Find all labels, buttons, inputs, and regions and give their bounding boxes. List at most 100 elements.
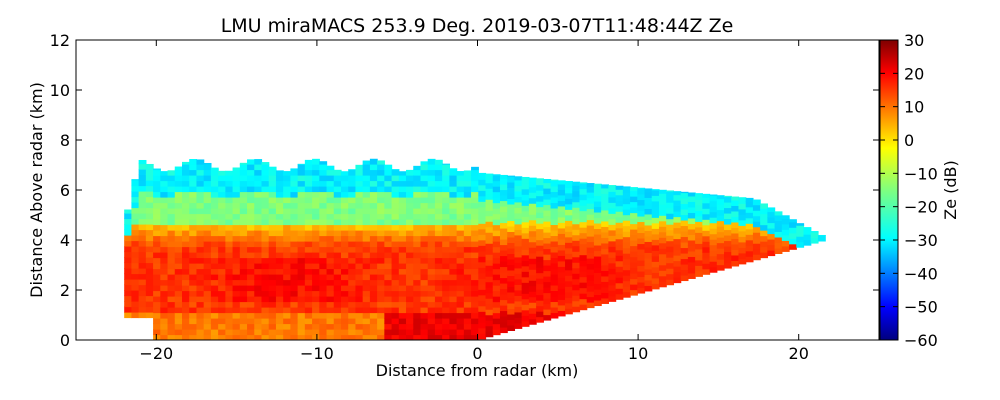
radar-cell bbox=[290, 197, 299, 204]
radar-cell bbox=[333, 274, 342, 281]
radar-cell bbox=[514, 289, 523, 296]
radar-cell bbox=[319, 334, 328, 340]
radar-cell bbox=[210, 312, 219, 319]
radar-cell bbox=[124, 229, 133, 236]
radar-cell bbox=[492, 318, 501, 325]
radar-cell bbox=[789, 232, 797, 239]
radar-cell bbox=[348, 180, 357, 187]
radar-cell bbox=[167, 268, 176, 275]
radar-cell bbox=[290, 318, 299, 325]
radar-cell bbox=[673, 211, 682, 218]
radar-cell bbox=[247, 224, 255, 231]
radar-cell bbox=[218, 197, 226, 204]
radar-cell bbox=[384, 323, 393, 330]
radar-cell bbox=[565, 231, 573, 238]
radar-cell bbox=[695, 237, 703, 244]
radar-cell bbox=[593, 277, 602, 285]
radar-cell bbox=[398, 202, 407, 209]
radar-cell bbox=[247, 159, 255, 165]
radar-cell bbox=[275, 246, 284, 253]
radar-cell bbox=[254, 301, 263, 308]
radar-cell bbox=[138, 169, 147, 176]
radar-cell bbox=[586, 186, 595, 193]
radar-cell bbox=[261, 208, 270, 215]
radar-cell bbox=[377, 202, 385, 209]
radar-cell bbox=[203, 191, 212, 198]
radar-cell bbox=[261, 279, 270, 286]
radar-cell bbox=[319, 191, 328, 198]
radar-cell bbox=[304, 159, 313, 165]
radar-cell bbox=[586, 230, 595, 237]
radar-cell bbox=[622, 220, 631, 227]
radar-cell bbox=[622, 186, 631, 188]
radar-cell bbox=[384, 219, 393, 226]
radar-cell bbox=[803, 228, 812, 235]
radar-cell bbox=[622, 291, 631, 298]
radar-cell bbox=[427, 175, 436, 182]
radar-cell bbox=[189, 169, 198, 176]
radar-cell bbox=[644, 279, 653, 286]
radar-cell bbox=[210, 301, 219, 308]
radar-cell bbox=[355, 235, 364, 242]
radar-cell bbox=[333, 219, 342, 226]
radar-cell bbox=[182, 241, 190, 248]
radar-cell bbox=[622, 187, 631, 194]
radar-cell bbox=[492, 323, 501, 330]
radar-cell bbox=[514, 179, 523, 186]
radar-cell bbox=[528, 274, 537, 281]
radar-cell bbox=[630, 196, 638, 203]
radar-cell bbox=[651, 239, 660, 246]
radar-cell bbox=[666, 224, 675, 231]
radar-cell bbox=[492, 180, 501, 187]
radar-cell bbox=[796, 223, 805, 226]
radar-cell bbox=[644, 268, 653, 275]
radar-cell bbox=[167, 235, 176, 242]
radar-cell bbox=[630, 212, 638, 219]
radar-cell bbox=[593, 255, 602, 263]
radar-cell bbox=[203, 263, 212, 270]
radar-cell bbox=[456, 241, 465, 248]
radar-cell bbox=[254, 197, 263, 204]
radar-cell bbox=[550, 279, 559, 286]
radar-cell bbox=[550, 229, 559, 237]
radar-cell bbox=[247, 307, 255, 314]
radar-cell bbox=[290, 169, 299, 176]
radar-cell bbox=[709, 211, 718, 218]
radar-cell bbox=[391, 241, 400, 248]
radar-cell bbox=[225, 246, 234, 253]
radar-cell bbox=[434, 241, 443, 248]
radar-cell bbox=[702, 246, 711, 253]
radar-cell bbox=[196, 301, 205, 308]
radar-cell bbox=[348, 301, 357, 308]
radar-cell bbox=[543, 265, 552, 272]
radar-cell bbox=[507, 258, 516, 265]
radar-cell bbox=[304, 312, 313, 319]
radar-cell bbox=[565, 225, 573, 232]
radar-cell bbox=[254, 329, 263, 336]
radar-cell bbox=[492, 224, 501, 231]
radar-cell bbox=[326, 202, 335, 209]
radar-cell bbox=[124, 301, 133, 308]
radar-cell bbox=[268, 213, 277, 220]
radar-cell bbox=[434, 296, 443, 303]
radar-cell bbox=[210, 180, 219, 187]
radar-cell bbox=[355, 252, 364, 259]
radar-cell bbox=[492, 235, 501, 242]
radar-cell bbox=[463, 312, 472, 319]
radar-cell bbox=[456, 191, 465, 198]
radar-cell bbox=[456, 257, 465, 264]
radar-cell bbox=[449, 301, 458, 308]
radar-cell bbox=[218, 241, 226, 248]
radar-cell bbox=[355, 230, 364, 237]
radar-cell bbox=[189, 246, 198, 253]
radar-cell bbox=[145, 163, 154, 170]
radar-cell bbox=[601, 253, 609, 260]
radar-cell bbox=[572, 262, 581, 269]
radar-cell bbox=[644, 252, 653, 259]
radar-cell bbox=[738, 230, 747, 237]
radar-cell bbox=[297, 246, 306, 253]
radar-cell bbox=[528, 192, 537, 199]
radar-cell bbox=[312, 175, 320, 182]
radar-cell bbox=[319, 318, 328, 325]
radar-cell bbox=[348, 285, 357, 292]
